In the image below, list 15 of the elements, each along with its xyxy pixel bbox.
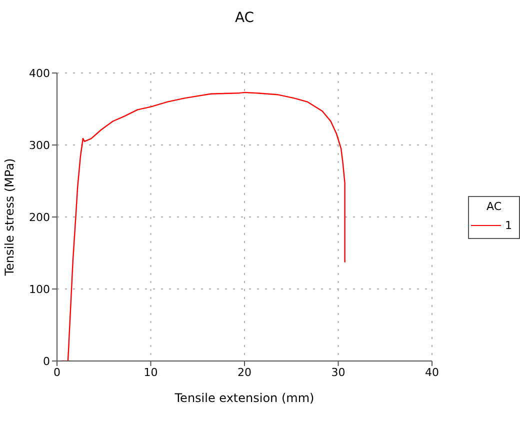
x-axis-title: Tensile extension (mm) [174, 391, 314, 405]
y-tick-label: 200 [29, 210, 50, 224]
chart-title: AC [234, 10, 256, 26]
y-tick-label: 300 [29, 138, 50, 152]
x-tick-label: 30 [331, 366, 346, 379]
x-tick-label: 20 [238, 366, 252, 379]
x-tick-label: 40 [425, 366, 439, 379]
legend-title: AC [485, 200, 502, 213]
y-tick-label: 100 [29, 282, 50, 296]
x-tick-label: 10 [144, 366, 158, 379]
y-tick-label: 400 [29, 66, 50, 80]
y-tick-label: 0 [43, 354, 50, 368]
y-axis-title: Tensile stress (MPa) [2, 158, 16, 277]
legend-label: 1 [505, 219, 512, 232]
x-tick-label: 0 [54, 366, 60, 379]
